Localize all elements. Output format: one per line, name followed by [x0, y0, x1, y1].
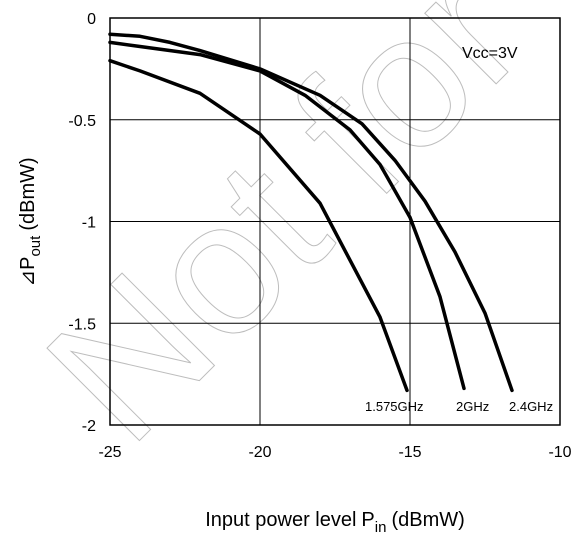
vcc-annotation: Vcc=3V — [462, 45, 518, 62]
x-axis-label: Input power level — [205, 509, 356, 531]
y-tick-labels: 0 -0.5 -1 -1.5 -2 — [68, 11, 96, 435]
series-line-0 — [108, 58, 409, 393]
y-tick-label: -2 — [82, 418, 96, 435]
series-label-24ghz: 2.4GHz — [509, 399, 553, 414]
y-axis-title: ⊿Pout (dBmW) — [17, 157, 44, 286]
y-tick-label: -1.5 — [68, 316, 96, 333]
x-axis-unit: (dBmW) — [391, 509, 464, 531]
y-tick-label: 0 — [87, 11, 96, 28]
y-tick-label: -0.5 — [68, 113, 96, 130]
x-tick-label: -25 — [98, 444, 121, 461]
x-tick-label: -20 — [248, 444, 271, 461]
y-axis-unit: (dBmW) — [17, 157, 39, 230]
x-axis-symbol: P — [361, 509, 374, 531]
x-tick-label: -10 — [548, 444, 571, 461]
series-label-1575ghz: 1.575GHz — [365, 399, 424, 414]
x-tick-labels: -25 -20 -15 -10 — [98, 444, 571, 461]
series-line-2 — [108, 32, 514, 393]
y-axis-symbol: ⊿P — [17, 257, 39, 287]
y-tick-label: -1 — [82, 215, 96, 232]
series-label-2ghz: 2GHz — [456, 399, 489, 414]
x-tick-label: -15 — [398, 444, 421, 461]
x-axis-title: Input power level Pin (dBmW) — [205, 509, 465, 536]
series-line-1 — [108, 40, 466, 391]
x-axis-subscript: in — [375, 519, 387, 536]
y-axis-subscript: out — [27, 235, 44, 257]
series-lines — [108, 32, 514, 393]
